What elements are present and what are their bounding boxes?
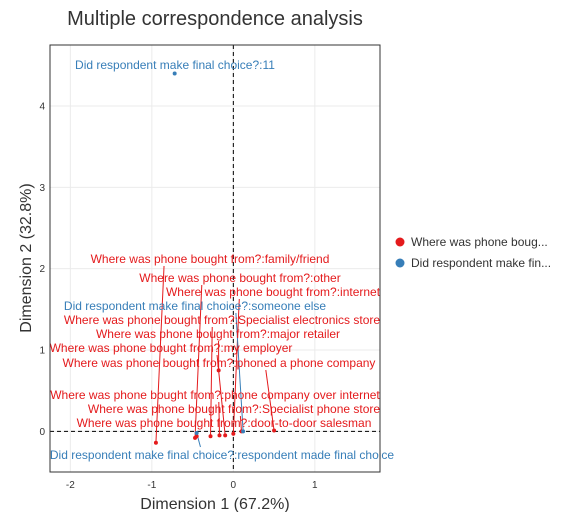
- label-leaders: [155, 265, 275, 448]
- reference-lines: [50, 45, 380, 472]
- chart-title: Multiple correspondence analysis: [67, 8, 363, 30]
- point-label: Where was phone bought from?:phoned a ph…: [63, 356, 376, 370]
- data-point[interactable]: [216, 368, 221, 373]
- data-points: [153, 71, 277, 445]
- label-leader-line: [194, 284, 203, 438]
- x-tick-label: 1: [312, 480, 318, 491]
- label-leader-line: [232, 298, 240, 434]
- legend-marker[interactable]: [395, 237, 405, 247]
- label-leader-line: [235, 312, 244, 432]
- label-leader-line: [155, 265, 165, 443]
- label-leader-line: [239, 415, 242, 432]
- y-tick-label: 0: [39, 427, 45, 438]
- legend[interactable]: Where was phone boug... Did respondent ma…: [395, 235, 552, 270]
- data-point[interactable]: [208, 434, 213, 439]
- legend-label[interactable]: Where was phone boug...: [411, 235, 548, 249]
- point-label: Where was phone bought from?:family/frie…: [91, 252, 330, 266]
- point-label: Where was phone bought from?:Specialist …: [88, 402, 380, 416]
- legend-marker[interactable]: [395, 258, 405, 268]
- x-tick-label: 0: [231, 480, 237, 491]
- data-point[interactable]: [241, 429, 246, 434]
- point-label: Where was phone bought from?:door-to-doo…: [77, 416, 372, 430]
- point-labels: Where was phone bought from?:family/frie…: [50, 58, 395, 462]
- label-leader-line: [218, 401, 220, 436]
- y-axis-title: Dimension 2 (32.8%): [18, 183, 35, 332]
- x-tick-labels: -2 -1 0 1: [66, 480, 318, 491]
- data-point[interactable]: [223, 433, 228, 438]
- data-point[interactable]: [231, 431, 236, 436]
- label-leader-line: [265, 369, 275, 431]
- point-label: Where was phone bought from?:my employer: [50, 341, 293, 355]
- y-tick-labels: 0 1 2 3 4: [39, 102, 45, 438]
- point-label: Did respondent make final choice?:someon…: [64, 299, 326, 313]
- point-label: Where was phone bought from?:Specialist …: [64, 313, 380, 327]
- label-leader-line: [210, 326, 213, 437]
- point-label: Where was phone bought from?:other: [139, 271, 340, 285]
- y-tick-label: 2: [39, 264, 45, 275]
- data-point[interactable]: [272, 428, 277, 433]
- data-point[interactable]: [194, 434, 199, 439]
- point-label: Where was phone bought from?:phone compa…: [50, 388, 380, 402]
- x-tick-label: -2: [66, 480, 75, 491]
- data-point[interactable]: [194, 430, 199, 435]
- point-label: Did respondent make final choice?:respon…: [50, 448, 395, 462]
- y-tick-label: 3: [39, 183, 45, 194]
- legend-label[interactable]: Did respondent make fin...: [411, 256, 551, 270]
- x-tick-label: -1: [147, 480, 156, 491]
- point-label: Where was phone bought from?:internet: [166, 285, 381, 299]
- x-axis-title: Dimension 1 (67.2%): [140, 496, 289, 512]
- data-point[interactable]: [172, 71, 177, 76]
- point-label: Did respondent make final choice?:11: [75, 58, 275, 72]
- plot-frame: [49, 44, 381, 473]
- data-point[interactable]: [217, 433, 222, 438]
- point-label: Where was phone bought from?:major retai…: [96, 327, 340, 341]
- y-tick-label: 1: [39, 346, 45, 357]
- data-point[interactable]: [153, 440, 158, 445]
- y-tick-label: 4: [39, 102, 45, 113]
